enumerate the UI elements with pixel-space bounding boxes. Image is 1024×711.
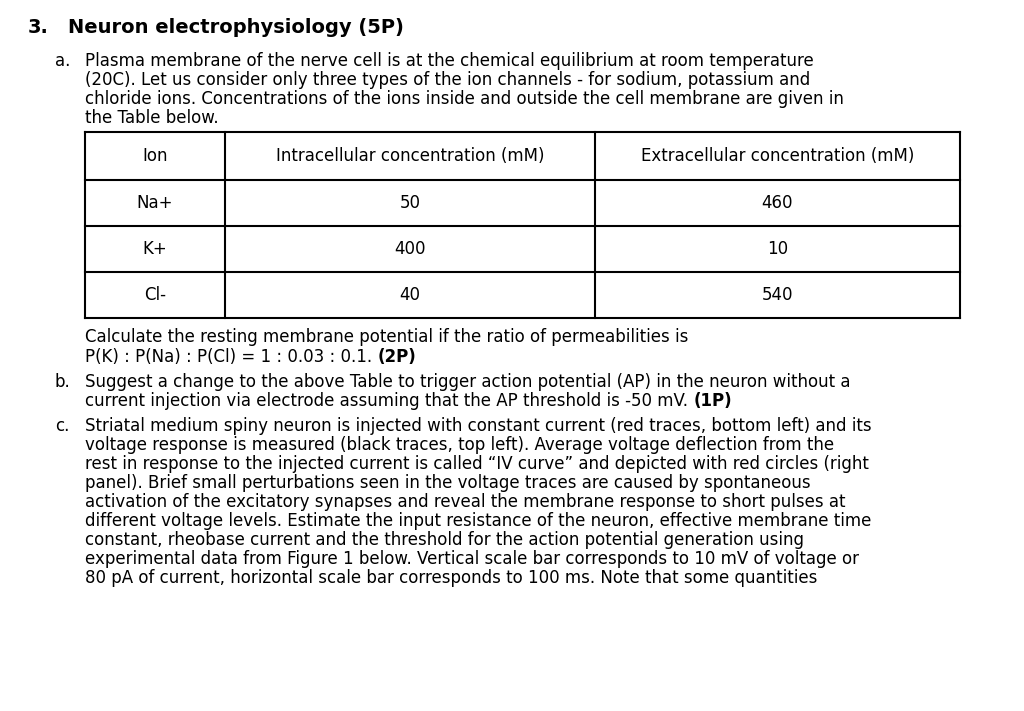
- Text: (20C). Let us consider only three types of the ion channels - for sodium, potass: (20C). Let us consider only three types …: [85, 71, 810, 89]
- Text: Suggest a change to the above Table to trigger action potential (AP) in the neur: Suggest a change to the above Table to t…: [85, 373, 851, 391]
- Text: constant, rheobase current and the threshold for the action potential generation: constant, rheobase current and the thres…: [85, 531, 804, 549]
- Text: 460: 460: [762, 194, 794, 212]
- Text: Striatal medium spiny neuron is injected with constant current (red traces, bott: Striatal medium spiny neuron is injected…: [85, 417, 871, 435]
- Text: Ion: Ion: [142, 147, 168, 165]
- Text: b.: b.: [55, 373, 71, 391]
- Text: 3.: 3.: [28, 18, 49, 37]
- Text: 540: 540: [762, 286, 794, 304]
- Text: Neuron electrophysiology (5P): Neuron electrophysiology (5P): [68, 18, 403, 37]
- Text: rest in response to the injected current is called “IV curve” and depicted with : rest in response to the injected current…: [85, 455, 869, 473]
- Text: Calculate the resting membrane potential if the ratio of permeabilities is: Calculate the resting membrane potential…: [85, 328, 688, 346]
- Text: 80 pA of current, horizontal scale bar corresponds to 100 ms. Note that some qua: 80 pA of current, horizontal scale bar c…: [85, 569, 817, 587]
- Text: 400: 400: [394, 240, 426, 258]
- Text: Intracellular concentration (mM): Intracellular concentration (mM): [275, 147, 544, 165]
- Text: voltage response is measured (black traces, top left). Average voltage deflectio: voltage response is measured (black trac…: [85, 436, 835, 454]
- Text: the Table below.: the Table below.: [85, 109, 219, 127]
- Text: 10: 10: [767, 240, 788, 258]
- Text: P(K) : P(Na) : P(Cl) = 1 : 0.03 : 0.1.: P(K) : P(Na) : P(Cl) = 1 : 0.03 : 0.1.: [85, 348, 378, 366]
- Text: Extracellular concentration (mM): Extracellular concentration (mM): [641, 147, 914, 165]
- Text: (1P): (1P): [693, 392, 732, 410]
- Text: Na+: Na+: [137, 194, 173, 212]
- Text: c.: c.: [55, 417, 70, 435]
- Text: chloride ions. Concentrations of the ions inside and outside the cell membrane a: chloride ions. Concentrations of the ion…: [85, 90, 844, 108]
- Text: K+: K+: [142, 240, 167, 258]
- Text: 40: 40: [399, 286, 421, 304]
- Text: Plasma membrane of the nerve cell is at the chemical equilibrium at room tempera: Plasma membrane of the nerve cell is at …: [85, 52, 814, 70]
- Text: 50: 50: [399, 194, 421, 212]
- Text: activation of the excitatory synapses and reveal the membrane response to short : activation of the excitatory synapses an…: [85, 493, 846, 511]
- Text: (2P): (2P): [378, 348, 416, 366]
- Text: a.: a.: [55, 52, 71, 70]
- Text: Cl-: Cl-: [144, 286, 166, 304]
- Text: experimental data from Figure 1 below. Vertical scale bar corresponds to 10 mV o: experimental data from Figure 1 below. V…: [85, 550, 859, 568]
- Text: different voltage levels. Estimate the input resistance of the neuron, effective: different voltage levels. Estimate the i…: [85, 512, 871, 530]
- Text: current injection via electrode assuming that the AP threshold is -50 mV.: current injection via electrode assuming…: [85, 392, 693, 410]
- Text: panel). Brief small perturbations seen in the voltage traces are caused by spont: panel). Brief small perturbations seen i…: [85, 474, 811, 492]
